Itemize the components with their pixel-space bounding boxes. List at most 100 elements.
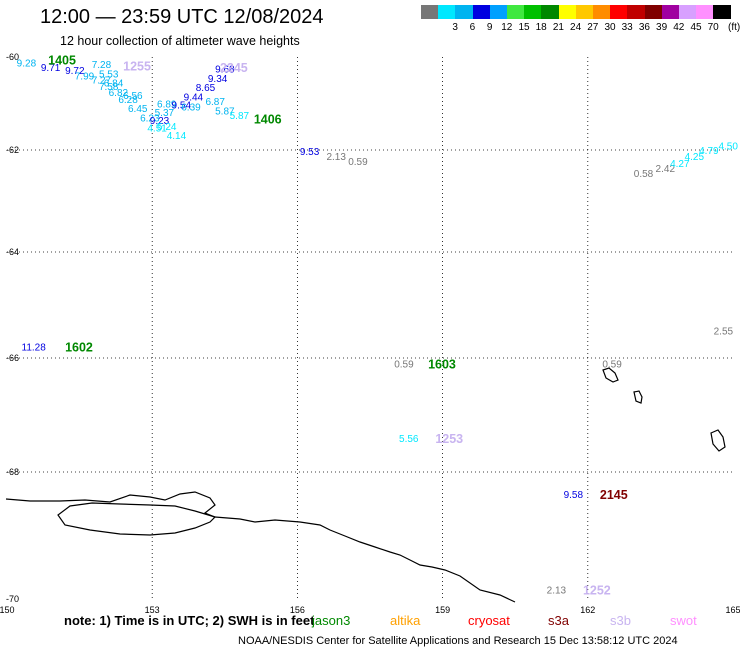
wave-height-value: 7.58 (99, 82, 119, 93)
wave-height-value: 6.82 (109, 88, 129, 99)
axis-tick-labels: 150 153 156 159 162 165 -60 -62 -64 -66 -68 -70 (0, 52, 740, 615)
wave-height-value: 5.56 (399, 434, 419, 445)
wave-height-value: 9.58 (564, 490, 584, 501)
mission-label: jason3 (312, 613, 351, 628)
wave-height-values: 9.28 9.71 9.727.997.276.847.586.826.566.28… (17, 59, 739, 597)
wave-height-value: 9.54 (172, 100, 192, 111)
wave-height-value: 2.55 (714, 326, 734, 337)
wave-height-value: 5.87 (215, 106, 235, 117)
pass-time-labels: 1405 1255 2245 1406 1602 1603 1253 2145 1252 (48, 53, 628, 597)
color-swatch (507, 5, 525, 19)
coastline (5, 367, 726, 603)
wave-height-value: 6.23 (140, 113, 160, 124)
lat-tick-label: -60 (6, 52, 19, 62)
mission-legend: jason3 altika cryosat s3a s3b swot (0, 613, 740, 629)
color-swatch (541, 5, 560, 19)
color-swatch-label: 24 (570, 22, 582, 33)
wave-height-value: 6.28 (118, 95, 138, 106)
wave-height-value: 0.59 (602, 360, 622, 371)
pass-time-label: 1252 (583, 583, 611, 597)
lon-tick-label: 150 (0, 605, 15, 615)
color-swatch-label: 30 (604, 22, 616, 33)
wave-height-value: 4.25 (685, 152, 705, 163)
color-swatch (489, 5, 508, 19)
color-swatch-label: 12 (501, 22, 513, 33)
color-swatch-label: 3 (452, 22, 458, 33)
mission-label: s3b (610, 613, 631, 628)
lon-tick-label: 156 (290, 605, 305, 615)
wave-height-value: 2.42 (656, 164, 676, 175)
wave-height-value: 4.79 (699, 146, 719, 157)
color-swatch-label: 42 (673, 22, 685, 33)
graticule (7, 57, 733, 599)
footnote: note: 1) Time is in UTC; 2) SWH is in fe… (64, 613, 314, 628)
color-swatch-label: 9 (486, 22, 493, 33)
color-swatch-label: 39 (656, 22, 668, 33)
color-swatch (575, 5, 594, 19)
lon-tick-label: 159 (435, 605, 450, 615)
color-swatch (455, 5, 474, 19)
footnote-text: note: 1) Time is in UTC; 2) SWH is in fe… (64, 613, 315, 628)
color-swatch-label: 70 (707, 22, 719, 33)
mission-label: altika (390, 613, 421, 628)
wave-height-value: 9.53 (300, 147, 320, 158)
coastline-bay (57, 502, 217, 536)
wave-height-value: 6.39 (181, 102, 201, 113)
wave-height-value: 9.71 (41, 63, 61, 74)
wave-height-value: 2.13 (326, 152, 346, 163)
color-swatch (627, 5, 646, 19)
wave-height-value: 0.59 (394, 360, 414, 371)
pass-time-label: 1406 (254, 112, 282, 126)
pass-time-label: 1602 (65, 340, 93, 354)
island-2 (633, 390, 643, 404)
mission-label: cryosat (468, 613, 510, 628)
color-swatch (593, 5, 611, 19)
lat-tick-label: -68 (6, 467, 19, 477)
scale-unit: (ft) (728, 22, 740, 33)
color-swatch (713, 5, 732, 19)
wave-height-value: 4.51 (147, 124, 167, 135)
color-swatch (661, 5, 680, 19)
wave-height-value: 9.28 (17, 59, 37, 70)
wave-height-value: 9.68 (215, 65, 235, 76)
lon-tick-label: 162 (580, 605, 595, 615)
wave-height-value: 6.56 (123, 91, 143, 102)
color-swatch (679, 5, 697, 19)
map-subtitle: 12 hour collection of altimeter wave hei… (60, 34, 300, 48)
wave-height-value: 9.44 (184, 93, 204, 104)
pass-time-label: 1255 (123, 59, 151, 73)
color-swatch-label: 33 (621, 22, 633, 33)
wave-height-value: 9.34 (208, 74, 228, 85)
color-swatch (472, 5, 491, 19)
color-swatch-label: 36 (638, 22, 650, 33)
wave-height-value: 0.58 (634, 169, 654, 180)
pass-time-label: 1253 (435, 432, 463, 446)
pass-time-label: 1405 (48, 53, 76, 67)
wave-height-value: 4.27 (670, 159, 690, 170)
color-swatch-label: 18 (535, 22, 547, 33)
wave-height-value: 8.65 (196, 83, 216, 94)
color-swatch (558, 5, 577, 19)
wave-height-value: 9.23 (150, 116, 170, 127)
wave-height-value: 7.99 (75, 72, 95, 83)
lat-tick-label: -66 (6, 353, 19, 363)
mission-label: s3a (548, 613, 569, 628)
color-swatch (696, 5, 715, 19)
color-swatch (438, 5, 457, 19)
pass-time-label: 2245 (220, 61, 248, 75)
wave-height-value: 5.53 (99, 69, 119, 80)
wave-height-value: 5.37 (155, 108, 175, 119)
lon-tick-label: 165 (725, 605, 740, 615)
pass-time-label: 2145 (600, 488, 628, 502)
wave-height-value: 11.28 (22, 342, 47, 353)
wave-height-value: 6.87 (205, 97, 225, 108)
lat-tick-label: -64 (6, 247, 19, 257)
wave-height-value: 6.89 (157, 100, 177, 111)
wave-height-value: 9.72 (65, 66, 85, 77)
wave-height-value: 7.28 (92, 60, 112, 71)
wave-height-value: 0.59 (348, 157, 368, 168)
mission-label: swot (670, 613, 697, 628)
credit-footer: NOAA/NESDIS Center for Satellite Applica… (238, 635, 678, 647)
color-swatch (644, 5, 663, 19)
